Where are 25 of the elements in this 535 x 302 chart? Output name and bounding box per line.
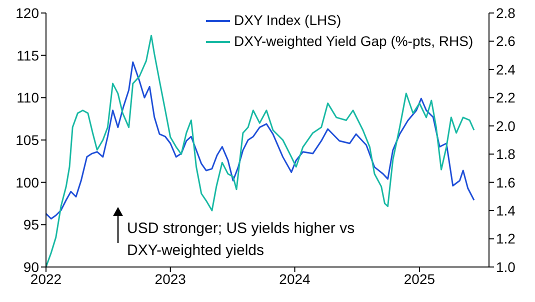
y2-tick-label: 2.2 <box>496 90 516 106</box>
y2-tick-label: 1.6 <box>496 174 516 190</box>
legend-label: DXY-weighted Yield Gap (%-pts, RHS) <box>234 32 474 51</box>
y2-tick-label: 1.4 <box>496 202 516 219</box>
line-series <box>46 34 475 267</box>
y2-tick-label: 2.0 <box>496 118 516 134</box>
y-tick-label: 110 <box>16 90 40 106</box>
y-tick-label: 90 <box>23 258 40 275</box>
x-tick-label: 2024 <box>279 270 311 287</box>
x-tick-label: 2025 <box>404 270 436 287</box>
x-tick-label: 2023 <box>154 270 186 287</box>
y2-tick-label: 2.4 <box>496 61 516 78</box>
legend-label: DXY Index (LHS) <box>234 11 342 30</box>
y2-tick-label: 2.6 <box>496 33 516 50</box>
y-tick-label: 105 <box>16 132 40 148</box>
y2-tick-label: 1.2 <box>496 230 516 247</box>
line-series <box>46 61 475 220</box>
y2-tick-label: 1.0 <box>496 258 516 275</box>
y2-tick-label: 2.8 <box>496 4 516 21</box>
y-tick-label: 120 <box>16 4 40 21</box>
y-tick-label: 115 <box>16 47 40 64</box>
y2-tick-label: 1.8 <box>496 146 516 162</box>
annotation: USD stronger; US yields higher vs DXY-weighted yields <box>127 219 356 261</box>
y-tick-label: 100 <box>16 174 40 190</box>
y-tick-label: 95 <box>23 216 40 233</box>
